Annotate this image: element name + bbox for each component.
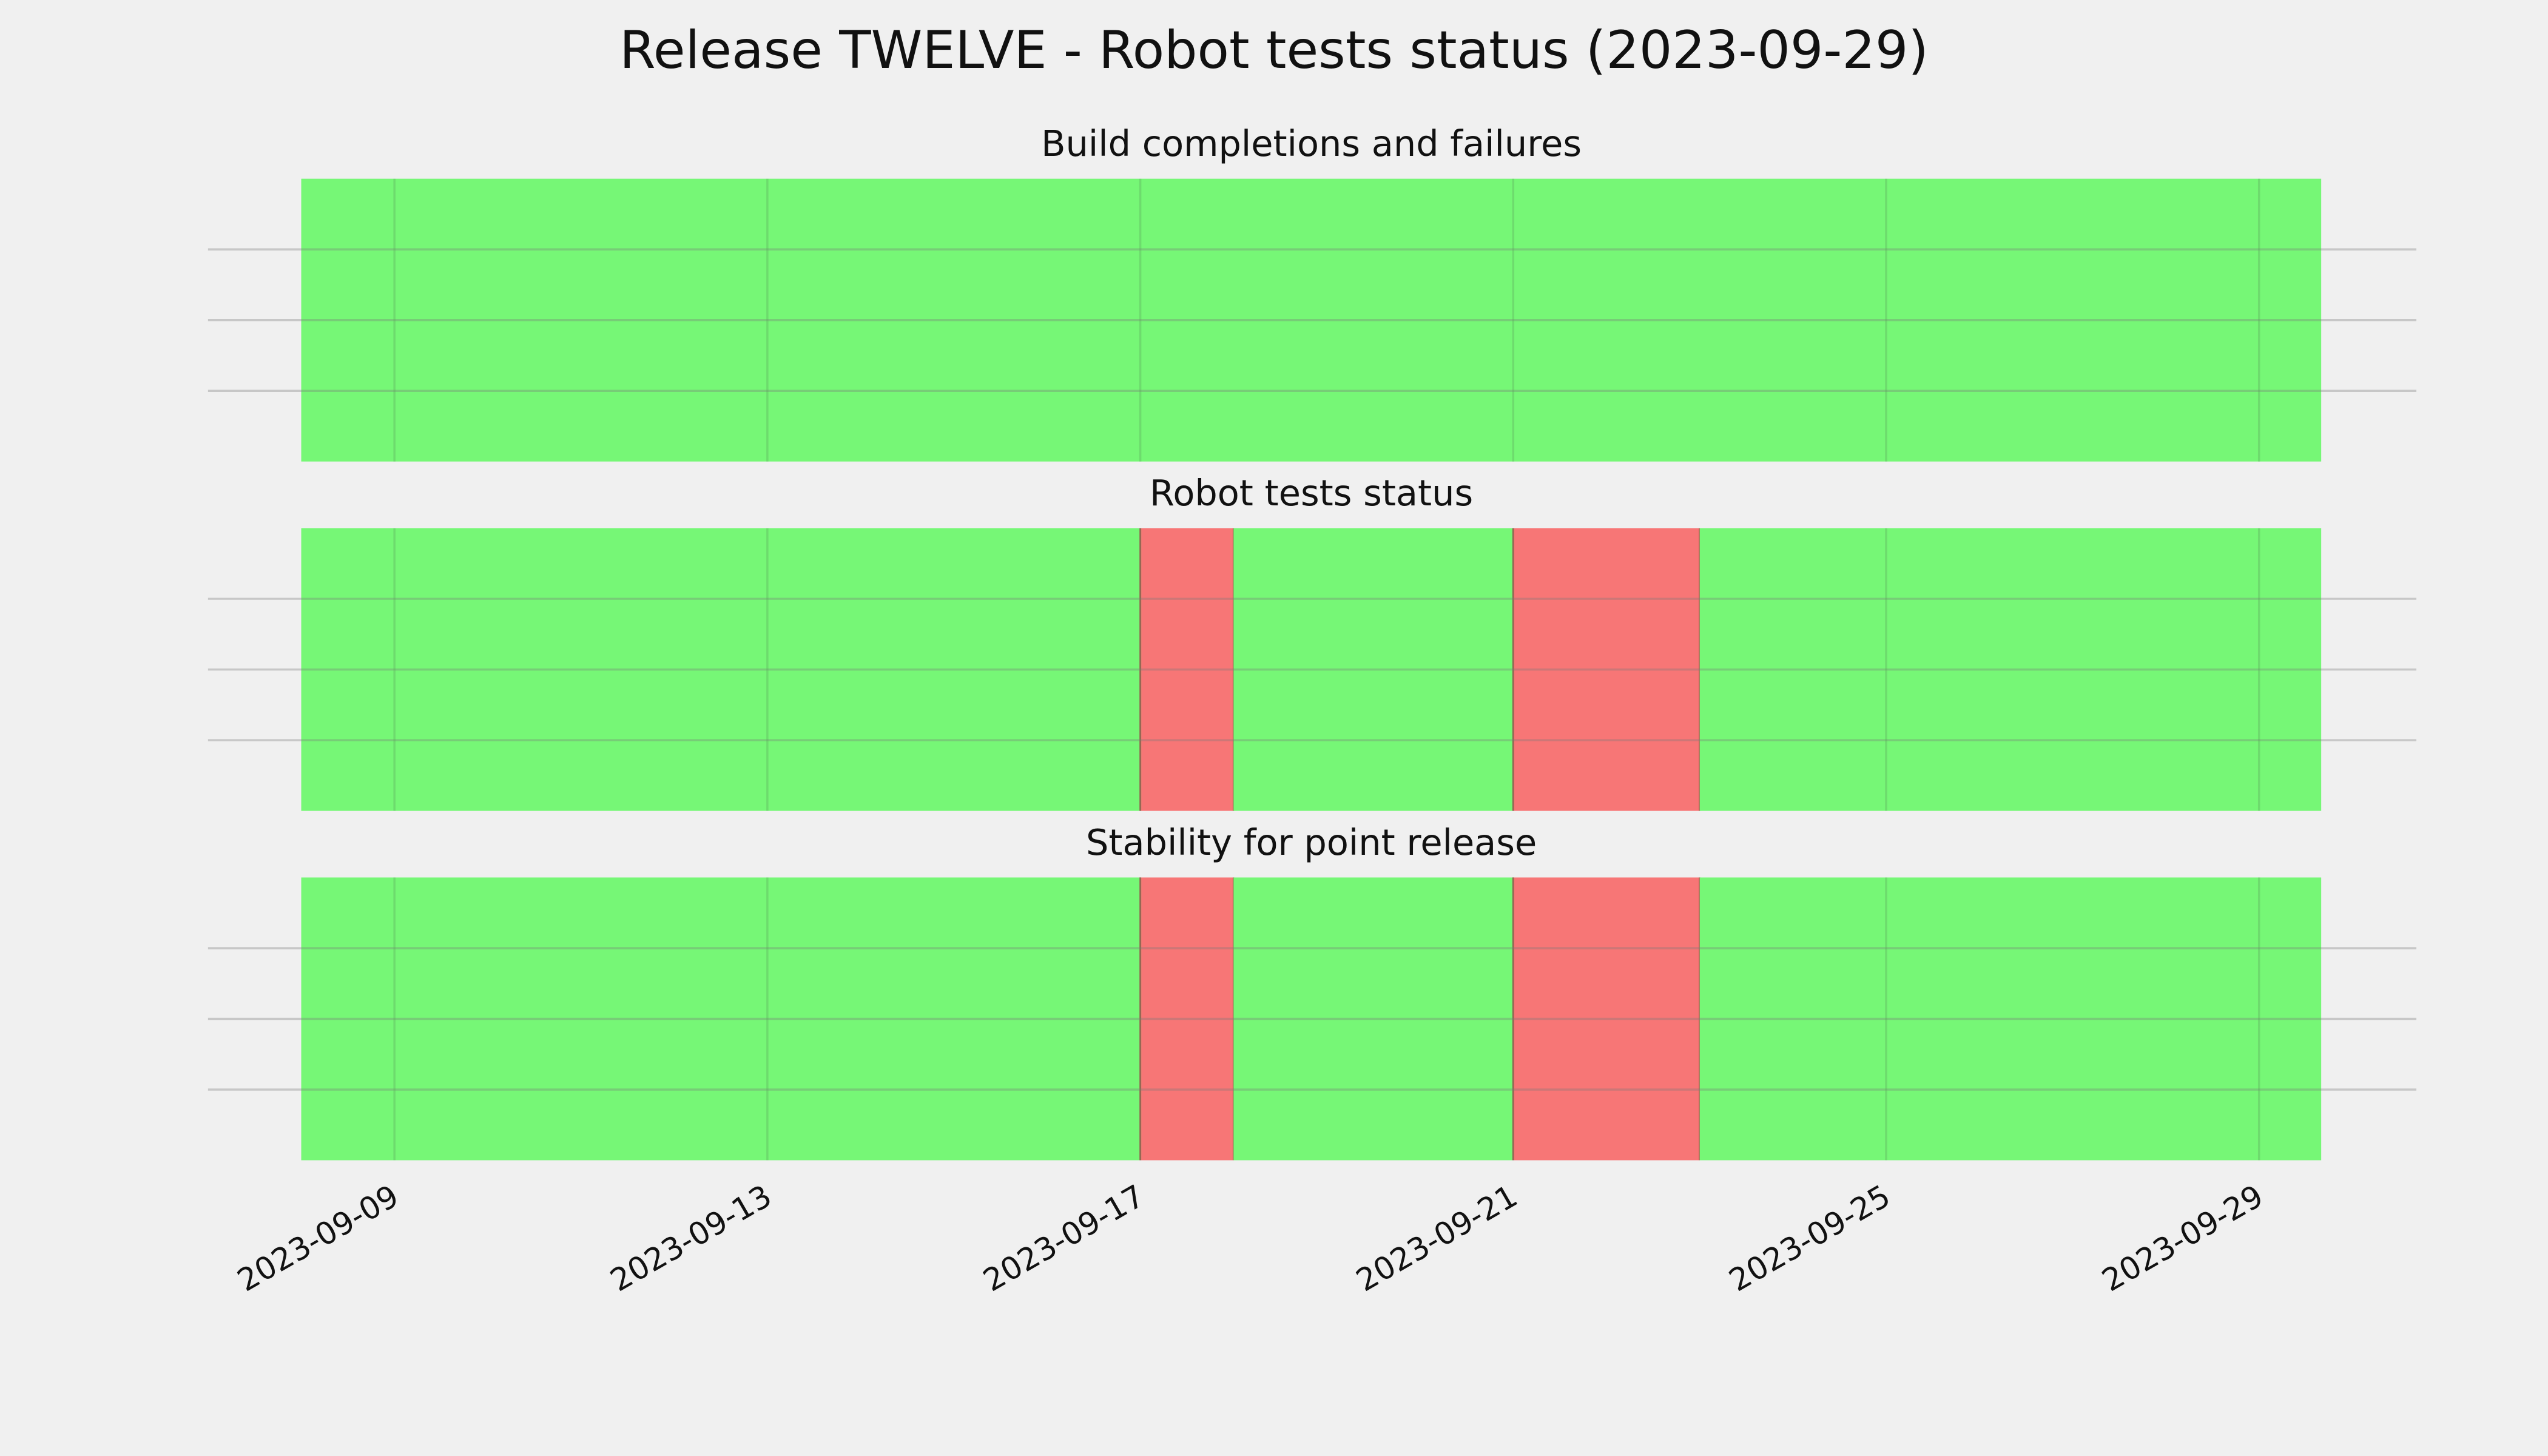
status-segment <box>301 877 1141 1161</box>
subplot-title: Build completions and failures <box>1041 123 1582 164</box>
status-segment <box>301 178 2322 462</box>
chart-title: Release TWELVE - Robot tests status (202… <box>619 20 1929 81</box>
status-segment <box>1513 528 1700 811</box>
subplot-title: Robot tests status <box>1150 472 1473 514</box>
status-segment <box>1513 877 1700 1161</box>
status-segment <box>1140 528 1234 811</box>
status-segment <box>1699 877 2322 1161</box>
status-segment <box>1140 877 1234 1161</box>
status-segment <box>301 528 1141 811</box>
status-segment <box>1233 528 1514 811</box>
subplot-title: Stability for point release <box>1086 821 1537 863</box>
status-segment <box>1699 528 2322 811</box>
status-segment <box>1233 877 1514 1161</box>
